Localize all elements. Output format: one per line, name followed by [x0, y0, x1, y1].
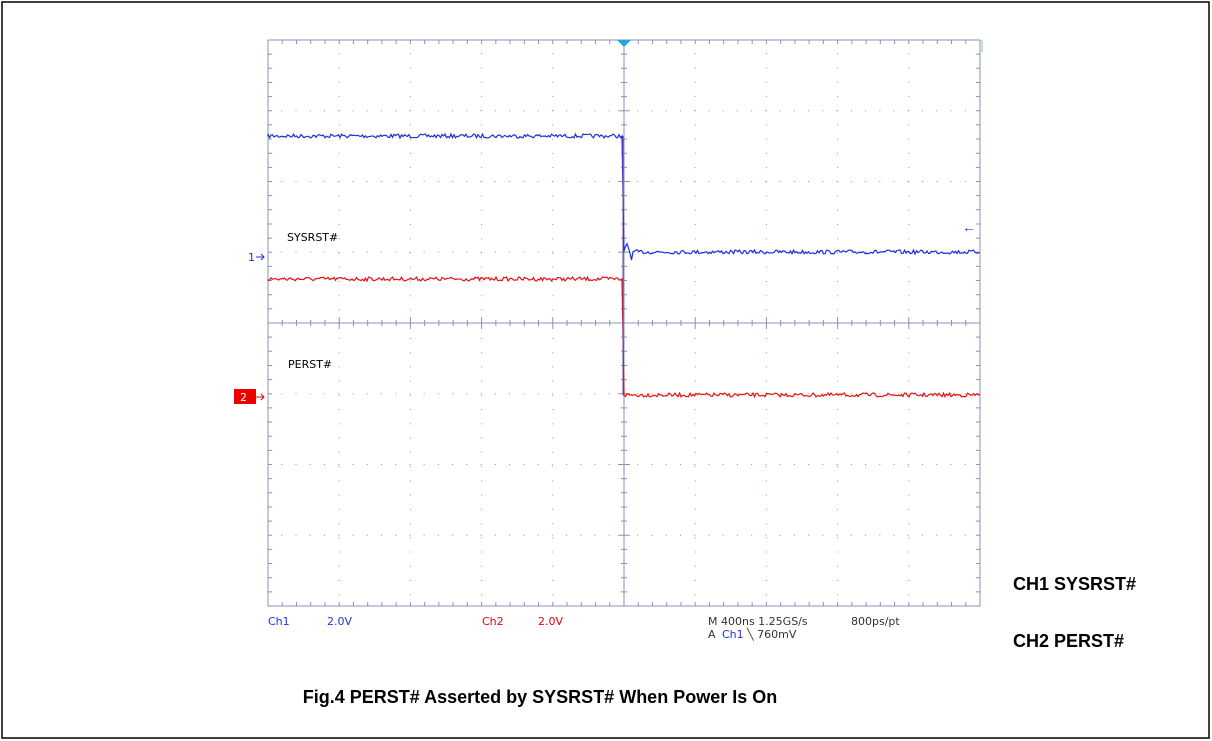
status: 2.0V: [327, 615, 352, 628]
trace-label: SYSRST#: [287, 231, 338, 244]
level-arrow: ←: [962, 219, 976, 235]
waveform: [267, 132, 980, 261]
trace-label: PERST#: [288, 358, 332, 371]
status: ╲ 760mV: [746, 627, 797, 641]
status: 2.0V: [538, 615, 563, 628]
ch1-arrow: [256, 253, 265, 261]
ch1-marker: 1: [248, 251, 255, 264]
ch2-marker: 2: [240, 391, 247, 404]
ch2-arrow: [256, 393, 265, 401]
trigger-marker: [617, 40, 631, 47]
status: A: [708, 628, 716, 641]
status: Ch1: [722, 628, 744, 641]
waveforms: [267, 132, 980, 399]
status: 800ps/pt: [851, 615, 900, 628]
status: Ch1: [268, 615, 290, 628]
caption: Fig.4 PERST# Asserted by SYSRST# When Po…: [303, 687, 777, 707]
ch2-marker-box: [234, 389, 256, 404]
legend-entry: CH2 PERST#: [1013, 631, 1124, 651]
waveform: [267, 275, 980, 399]
status: Ch2: [482, 615, 504, 628]
legend-entry: CH1 SYSRST#: [1013, 574, 1136, 594]
status: M 400ns 1.25GS/s: [708, 615, 808, 628]
